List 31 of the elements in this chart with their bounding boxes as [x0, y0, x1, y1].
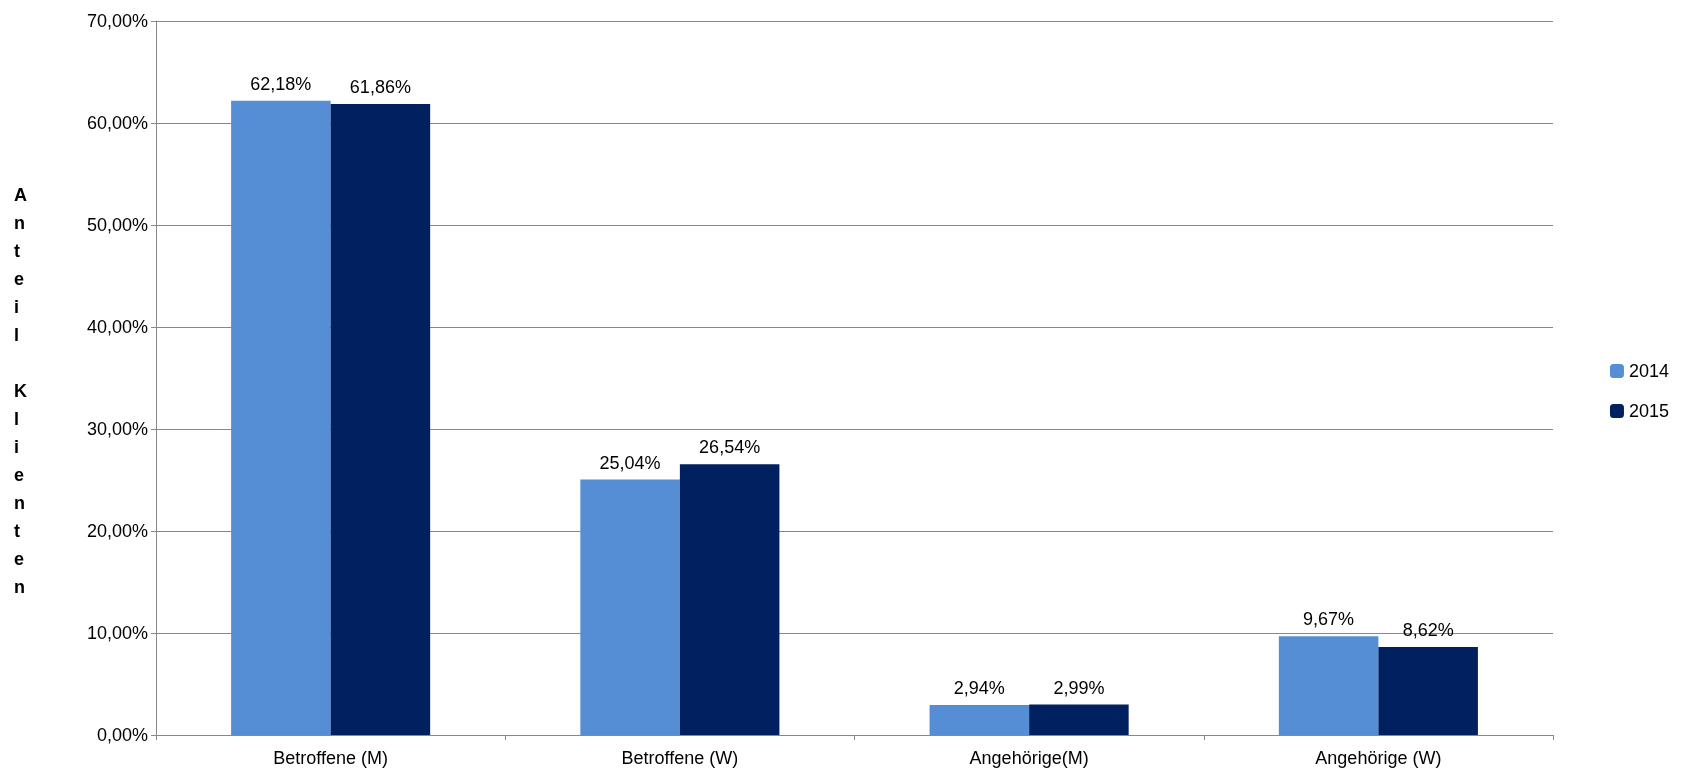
- x-tick-label: Betroffene (W): [621, 748, 739, 768]
- data-label: 61,86%: [349, 77, 411, 98]
- x-tick-label: Angehörige(M): [969, 748, 1089, 768]
- y-tick-label: 60,00%: [86, 113, 148, 133]
- data-label: 26,54%: [699, 437, 761, 458]
- x-tick-label: Betroffene (M): [273, 748, 388, 768]
- bar: [580, 479, 680, 735]
- legend-label: 2015: [1628, 401, 1669, 421]
- data-label: 2,94%: [953, 678, 1005, 699]
- bar: [1029, 704, 1129, 735]
- y-tick-label: 30,00%: [86, 419, 148, 439]
- data-label: 9,67%: [1303, 609, 1355, 630]
- data-label: 25,04%: [599, 452, 661, 473]
- data-label: 2,99%: [1053, 677, 1105, 698]
- bar: [1278, 636, 1379, 735]
- bar: [929, 705, 1030, 735]
- y-tick-label: 40,00%: [86, 317, 148, 337]
- text: Anteil Klienten: [14, 185, 27, 597]
- data-label: 8,62%: [1402, 620, 1454, 641]
- y-tick-label: 0,00%: [96, 725, 148, 745]
- data-label: 62,18%: [250, 73, 312, 94]
- bar: [231, 100, 331, 735]
- bar: [1378, 647, 1478, 735]
- y-tick-label: 10,00%: [86, 623, 148, 643]
- bar: [330, 104, 431, 735]
- y-tick-label: 70,00%: [86, 11, 148, 31]
- legend-label: 2014: [1628, 361, 1669, 381]
- x-tick-label: Angehörige (W): [1315, 748, 1442, 768]
- y-tick-label: 20,00%: [86, 521, 148, 541]
- bar: [679, 464, 780, 735]
- y-tick-label: 50,00%: [86, 215, 148, 235]
